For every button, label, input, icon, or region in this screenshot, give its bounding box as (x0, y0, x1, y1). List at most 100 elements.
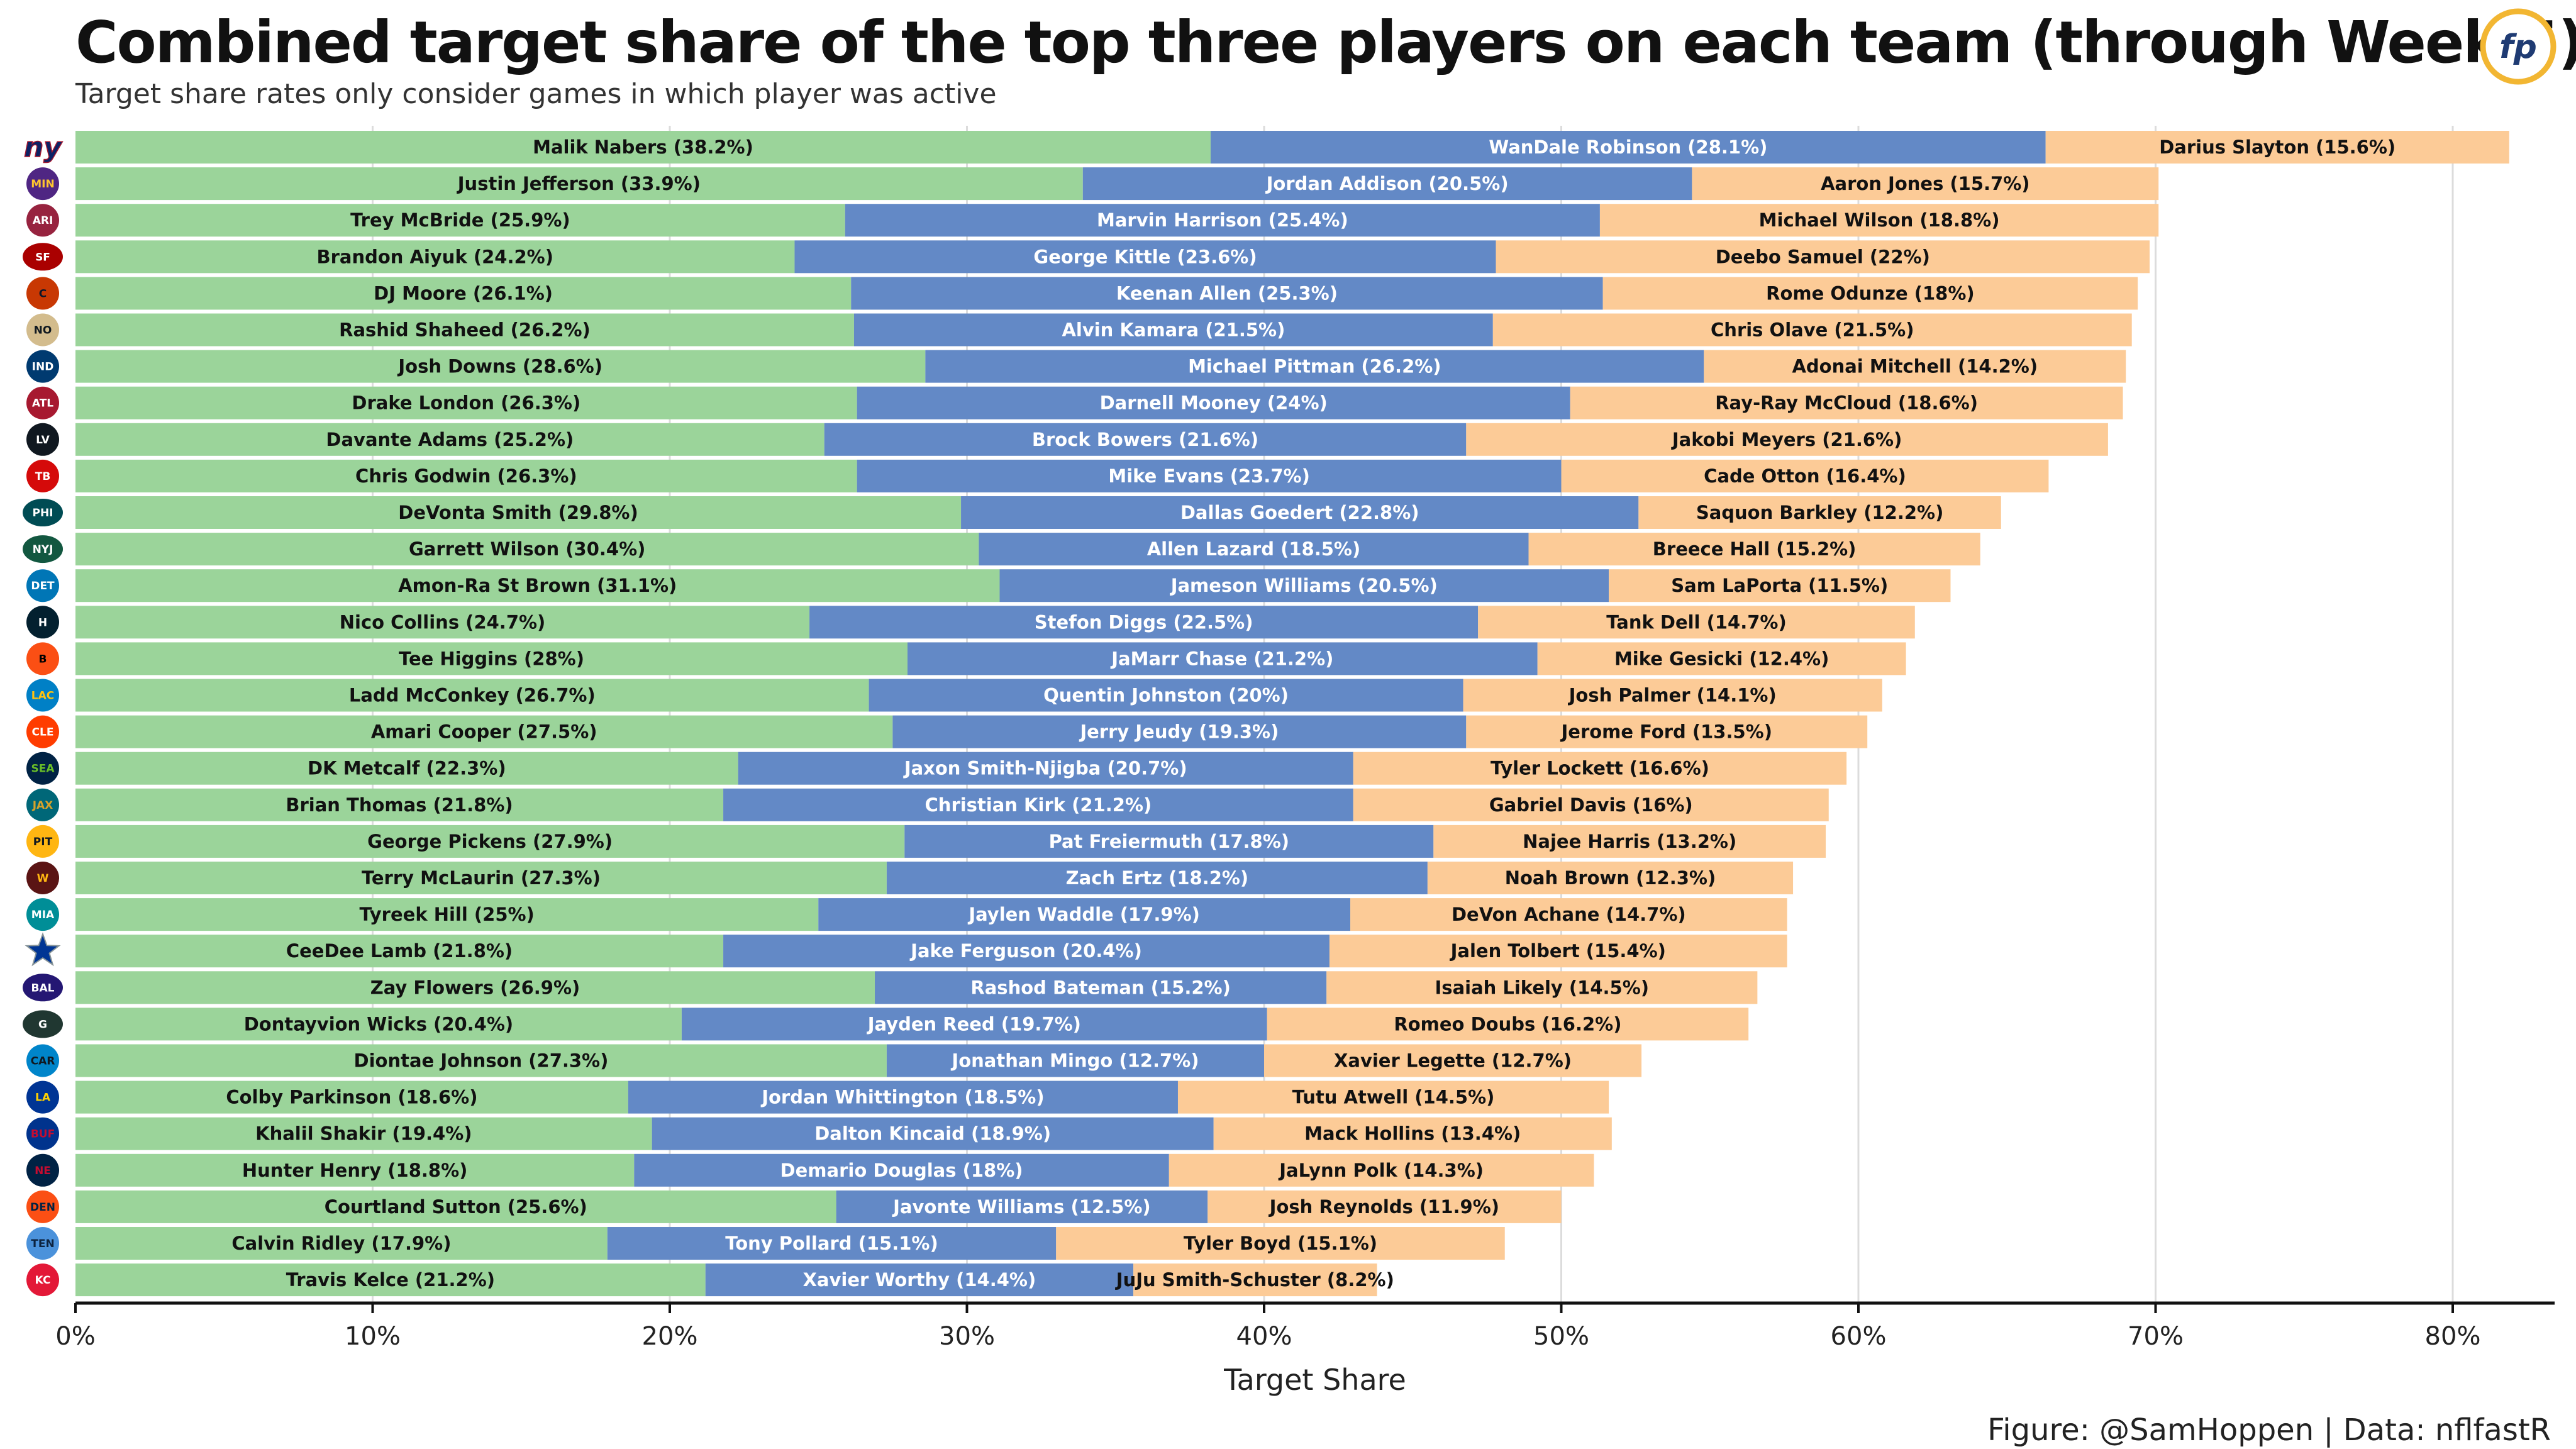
bar-label: Trey McBride (25.9%) (350, 209, 570, 231)
team-logo-shape (26, 788, 59, 821)
cowboys-logo-icon (25, 932, 61, 967)
chart-title: Combined target share of the top three p… (75, 9, 2576, 76)
bar-label: Pat Freiermuth (17.8%) (1049, 831, 1289, 852)
bar-segment (1561, 459, 2049, 492)
bar-segment (681, 1008, 1267, 1041)
x-tick-label: 50% (1533, 1322, 1589, 1351)
bar-label: Jerry Jeudy (19.3%) (1079, 721, 1279, 743)
chart-caption: Figure: @SamHoppen | Data: nflfastR (1987, 1413, 2551, 1448)
x-axis: 0% 10% 20% 30% 40% 50% 60% 70% 80% Target Share (55, 1301, 2555, 1397)
logo-ring (2480, 8, 2557, 85)
bar-label: Nico Collins (24.7%) (340, 611, 546, 633)
team-logo-shape (26, 1117, 59, 1150)
team-logo-text: JAX (32, 799, 53, 812)
bar-label: Mack Hollins (13.4%) (1304, 1123, 1521, 1145)
bar-segment (1082, 167, 1692, 201)
bar-segment (75, 752, 738, 785)
bar-label: Michael Wilson (18.8%) (1759, 209, 2000, 231)
team-logo-shape (26, 1227, 59, 1260)
bar-label: Justin Jefferson (33.9%) (457, 173, 701, 194)
bar-label: Jordan Whittington (18.5%) (760, 1087, 1044, 1108)
team-logo-shape (25, 932, 61, 967)
chart-subtitle: Target share rates only consider games i… (75, 78, 997, 110)
bar-segment (1427, 862, 1794, 894)
bar-label: Jake Ferguson (20.4%) (909, 940, 1142, 962)
team-logo-text: SF (35, 251, 50, 264)
bar-label: JuJu Smith-Schuster (8.2%) (1115, 1269, 1394, 1291)
fp-logo-icon: fp (2479, 8, 2557, 86)
commanders-logo-icon: W (26, 862, 59, 894)
bar-label: Terry McLaurin (27.3%) (362, 867, 601, 889)
bar-segment (886, 862, 1428, 894)
bar-segment (809, 606, 1479, 639)
bar-segment (1177, 1080, 1609, 1114)
team-logo-shape (26, 1263, 59, 1297)
bar-segment (634, 1153, 1169, 1187)
team-logo-shape (26, 569, 59, 602)
bar-segment (999, 569, 1609, 602)
team-logo-shape (26, 1044, 59, 1077)
team-logo-text: TEN (31, 1238, 54, 1250)
bar-label: Keenan Allen (25.3%) (1116, 282, 1338, 304)
bar-label: Mike Evans (23.7%) (1108, 465, 1309, 487)
bar-segment (1264, 1044, 1642, 1077)
bar-label: Rome Odunze (18%) (1766, 282, 1975, 304)
bar-segment (1056, 1227, 1505, 1260)
49ers-logo-icon: SF (23, 243, 63, 271)
bar-segment (886, 1044, 1264, 1077)
team-logo-text: DEN (30, 1201, 55, 1214)
bar-segment (75, 642, 908, 675)
bengals-logo-icon: B (26, 642, 59, 675)
bar-segment (628, 1080, 1178, 1114)
bar-label: Gabriel Davis (16%) (1489, 794, 1693, 816)
team-logo-shape (26, 1080, 59, 1114)
team-logo-text: KC (35, 1274, 51, 1287)
bar-segment (1602, 277, 2138, 310)
bar-segment (75, 240, 795, 274)
bar-label: Darnell Mooney (24%) (1100, 392, 1328, 414)
bar-label: Jaylen Waddle (17.9%) (967, 904, 1200, 925)
team-logo-text: ARI (33, 214, 53, 227)
bar-label: Christian Kirk (21.2%) (925, 794, 1152, 816)
bar-label: Sam LaPorta (11.5%) (1671, 575, 1888, 596)
bar-label: JaLynn Polk (14.3%) (1278, 1160, 1484, 1181)
team-logo-text: ny (24, 131, 63, 164)
chargers-logo-icon: LAC (26, 679, 59, 712)
bar-label: Travis Kelce (21.2%) (286, 1269, 495, 1291)
bar-segment (705, 1263, 1134, 1297)
bar-label: Tutu Atwell (14.5%) (1292, 1087, 1495, 1108)
team-logo-shape (26, 423, 59, 456)
bar-label: Najee Harris (13.2%) (1523, 831, 1736, 852)
bar-label: Dallas Goedert (22.8%) (1180, 502, 1419, 523)
bar-label: Jayden Reed (19.7%) (867, 1013, 1081, 1035)
bar-segment (1350, 898, 1787, 931)
team-logo-shape (26, 715, 59, 748)
steelers-logo-icon: PIT (26, 824, 59, 858)
bar-label: Xavier Worthy (14.4%) (803, 1269, 1036, 1291)
team-logo-text: LAC (31, 690, 54, 702)
seahawks-logo-icon: SEA (26, 752, 59, 785)
bar-segment (1463, 679, 1882, 712)
bar-segment (1528, 533, 1980, 566)
bar-label: George Pickens (27.9%) (367, 831, 613, 852)
bar-segment (75, 569, 1000, 602)
bar-segment (75, 350, 926, 383)
vikings-logo-icon: MIN (26, 167, 59, 201)
bar-label: Breece Hall (15.2%) (1653, 538, 1857, 560)
bar-label: Khalil Shakir (19.4%) (255, 1123, 472, 1145)
bar-label: Jalen Tolbert (15.4%) (1450, 940, 1666, 962)
bar-label: Ray-Ray McCloud (18.6%) (1715, 392, 1978, 414)
bar-label: Jakobi Meyers (21.6%) (1671, 429, 1902, 450)
bar-segment (1326, 971, 1758, 1004)
bar-segment (75, 1227, 608, 1260)
team-logo-shape (26, 824, 59, 858)
team-logo-text: LV (36, 434, 50, 447)
team-logo-text: W (37, 872, 49, 885)
bars (75, 131, 2509, 1297)
bar-segment (845, 204, 1600, 237)
bar-segment (857, 386, 1570, 419)
bar-segment (1210, 131, 2046, 164)
bar-label: Saquon Barkley (12.2%) (1696, 502, 1944, 523)
bar-labels: Malik Nabers (38.2%) WanDale Robinson (28… (226, 136, 2396, 1291)
bar-label: Josh Downs (28.6%) (397, 356, 602, 377)
